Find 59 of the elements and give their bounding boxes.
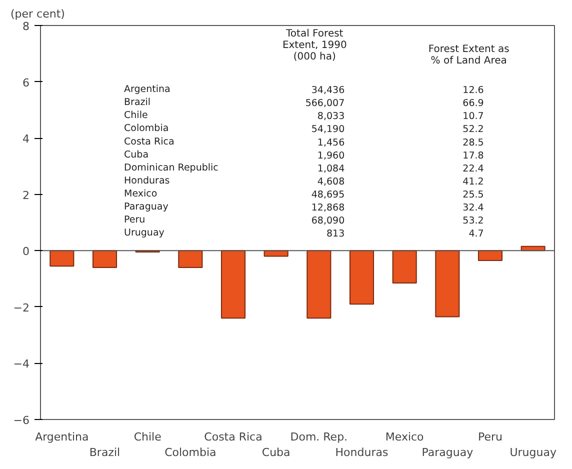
annotation: Dominican Republic: [124, 162, 218, 174]
annotation: 53.2: [462, 215, 484, 226]
annotation: 66.9: [462, 98, 484, 110]
annotation: Colombia: [124, 123, 169, 134]
annotation: 1,084: [317, 163, 345, 174]
annotation: 54,190: [311, 124, 345, 136]
y-tick-label: 8: [22, 20, 30, 33]
annotation: Chile: [124, 110, 148, 122]
annotation: Forest Extent as % of Land Area: [428, 44, 510, 66]
x-tick-label: Colombia: [164, 446, 216, 460]
x-tick-label: Costa Rica: [204, 430, 262, 444]
y-tick-label: 2: [22, 188, 30, 202]
x-tick-label: Mexico: [385, 430, 424, 444]
annotation: 28.5: [462, 137, 484, 148]
x-tick-label: Peru: [478, 430, 503, 444]
annotation: Argentina: [124, 84, 170, 96]
annotation: 813: [326, 228, 345, 240]
x-tick-label: Dom. Rep.: [290, 430, 348, 444]
x-tick-label: Chile: [134, 430, 162, 444]
annotation: Brazil: [124, 97, 151, 108]
annotation: Honduras: [124, 175, 170, 186]
y-tick-label: −6: [13, 414, 30, 427]
annotation: 566,007: [305, 98, 345, 110]
annotation: 25.5: [462, 189, 484, 200]
annotation: 8,033: [317, 111, 345, 122]
annotation: Mexico: [124, 188, 158, 200]
y-axis-title: (per cent): [10, 8, 65, 20]
annotation: 4,608: [317, 176, 345, 188]
annotation: 1,456: [317, 137, 345, 148]
annotation: 4.7: [468, 228, 484, 240]
annotation: Total Forest Extent, 1990 (000 ha): [282, 28, 347, 62]
annotation: 68,090: [311, 215, 345, 226]
y-tick-label: 4: [22, 132, 30, 146]
x-tick-label: Uruguay: [510, 446, 557, 460]
x-tick-label: Argentina: [35, 430, 89, 444]
annotation: Paraguay: [124, 201, 169, 212]
annotation: 52.2: [462, 124, 484, 136]
y-tick-label: 0: [22, 245, 30, 258]
annotation: 17.8: [462, 150, 484, 162]
x-tick-label: Cuba: [262, 446, 290, 460]
y-tick-label: −2: [13, 301, 30, 314]
annotation: 48,695: [311, 189, 345, 200]
annotation: Cuba: [124, 149, 149, 160]
annotation: 10.7: [462, 111, 484, 122]
annotation: 41.2: [462, 176, 484, 188]
x-tick-label: Brazil: [89, 446, 120, 460]
annotation: 1,960: [317, 150, 345, 162]
x-tick-label: Honduras: [335, 446, 388, 460]
annotation: 12.6: [462, 85, 484, 96]
annotation: 32.4: [462, 202, 484, 214]
x-tick-label: Paraguay: [422, 446, 474, 460]
annotation: Peru: [124, 214, 146, 226]
annotation: Costa Rica: [124, 136, 174, 148]
annotation: 22.4: [462, 163, 484, 174]
y-tick-label: 6: [22, 76, 30, 90]
annotation: 34,436: [311, 85, 345, 96]
annotation: 12,868: [311, 202, 345, 214]
annotation: Uruguay: [124, 227, 165, 238]
y-tick-label: −4: [13, 358, 30, 371]
